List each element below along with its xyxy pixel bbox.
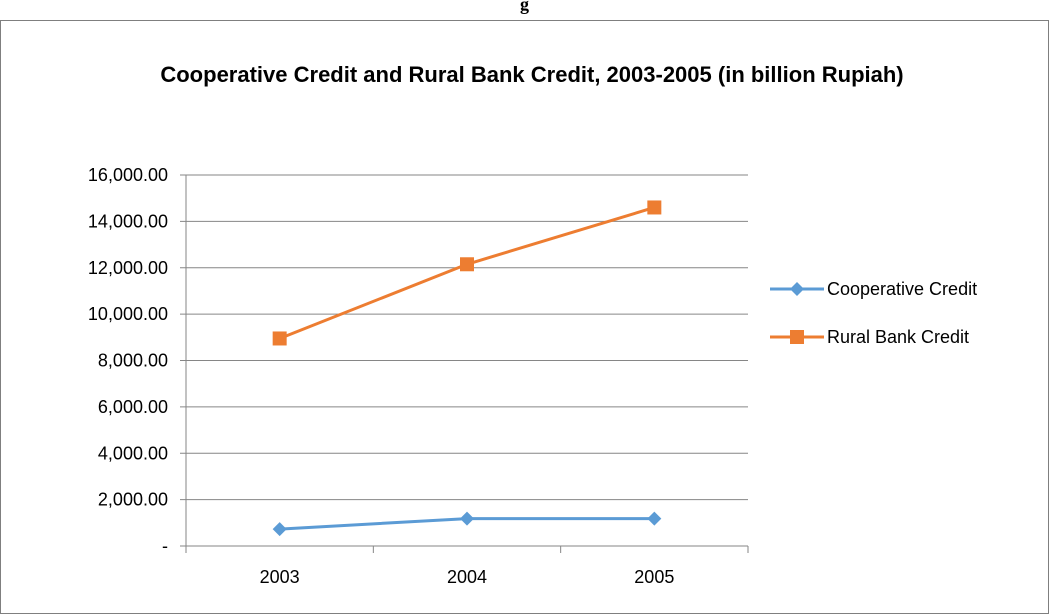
data-point: [460, 257, 474, 272]
legend-swatch-marker: [790, 330, 804, 344]
legend-label: Rural Bank Credit: [827, 327, 969, 347]
y-tick-label: 10,000.00: [88, 304, 168, 324]
y-tick-label: 4,000.00: [98, 443, 168, 463]
series-layer: [272, 200, 662, 537]
y-tick-label: 16,000.00: [88, 165, 168, 185]
top-text-fragment: g: [520, 0, 529, 14]
y-tick-label: -: [162, 536, 168, 556]
legend-item: Cooperative Credit: [770, 279, 977, 299]
data-point: [272, 331, 287, 346]
y-tick-label: 14,000.00: [88, 211, 168, 231]
series-0: [272, 511, 662, 537]
data-point: [272, 522, 287, 537]
axis-layer: - 2,000.00 4,000.00 6,000.00 8,000.00 10,000.…: [88, 165, 749, 587]
x-tick-label: 2003: [260, 567, 300, 587]
legend-label: Cooperative Credit: [827, 279, 977, 299]
data-point: [647, 511, 662, 526]
chart-title: Cooperative Credit and Rural Bank Credit…: [160, 62, 903, 87]
chart-border: [0, 20, 1049, 614]
legend-item: Rural Bank Credit: [770, 327, 969, 347]
x-tick-label: 2005: [634, 567, 674, 587]
x-tick-label: 2004: [447, 567, 487, 587]
data-point: [647, 200, 662, 215]
y-tick-label: 2,000.00: [98, 490, 168, 510]
data-point: [460, 511, 474, 526]
legend-swatch-marker: [790, 282, 804, 296]
series-1: [272, 200, 662, 346]
y-tick-label: 12,000.00: [88, 258, 168, 278]
y-tick-label: 6,000.00: [98, 397, 168, 417]
legend: Cooperative Credit Rural Bank Credit: [770, 279, 977, 347]
y-tick-label: 8,000.00: [98, 351, 168, 371]
